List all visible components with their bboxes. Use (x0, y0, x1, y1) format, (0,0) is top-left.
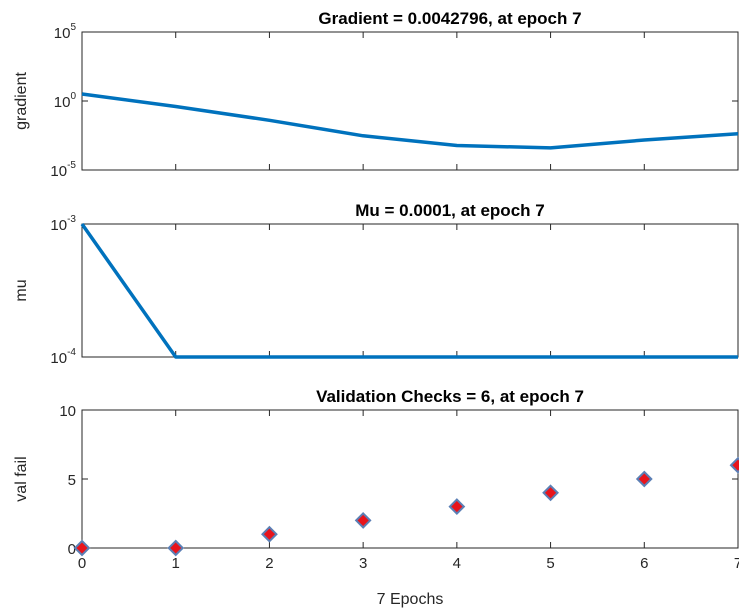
x-tick-label: 2 (265, 555, 273, 572)
x-tick-label: 3 (359, 555, 367, 572)
y-tick-label: 100 (54, 91, 77, 111)
panel-title: Mu = 0.0001, at epoch 7 (355, 201, 544, 220)
panel-2: 10-3 10-4 Mu = 0.0001, at epoch 7 mu (13, 201, 739, 367)
panel-title: Gradient = 0.0042796, at epoch 7 (318, 9, 581, 28)
x-axis-label: 7 Epochs (377, 591, 444, 608)
y-tick-label: 10-5 (50, 160, 76, 180)
series-line (80, 222, 738, 359)
panel-1: 105 100 10-5 Gradient = 0.0042796, at epoch… (13, 9, 739, 180)
data-point (167, 539, 185, 557)
panel-3: 10 5 00 1 2 3 4 5 6 7 Validation Checks = 6, at ep… (13, 387, 739, 608)
data-point (354, 511, 372, 529)
y-tick-label: 10-4 (50, 347, 76, 367)
axes-box (81, 223, 739, 358)
data-point (729, 456, 739, 474)
y-axis-label: mu (13, 279, 30, 301)
y-tick-label: 0 (68, 541, 76, 558)
data-point (635, 470, 653, 488)
x-tick-label: 1 (172, 555, 180, 572)
x-tick-label: 6 (640, 555, 648, 572)
data-point (73, 539, 91, 557)
x-tick-label: 5 (546, 555, 554, 572)
x-tick-label: 7 (734, 555, 739, 572)
y-tick-label: 5 (68, 472, 76, 489)
data-point (448, 498, 466, 516)
y-axis-label: val fail (13, 456, 30, 501)
data-point (261, 525, 278, 543)
y-tick-label: 105 (54, 22, 77, 42)
y-tick-label: 10-3 (50, 214, 76, 234)
x-tick-label: 4 (453, 555, 461, 572)
panel-title: Validation Checks = 6, at epoch 7 (316, 387, 584, 406)
series-line (81, 92, 739, 150)
data-point (542, 484, 559, 502)
y-tick-label: 10 (59, 403, 76, 420)
x-tick-label: 0 (78, 555, 86, 572)
axes-box (81, 409, 739, 549)
y-axis-label: gradient (13, 72, 30, 130)
axes-box (81, 31, 739, 171)
